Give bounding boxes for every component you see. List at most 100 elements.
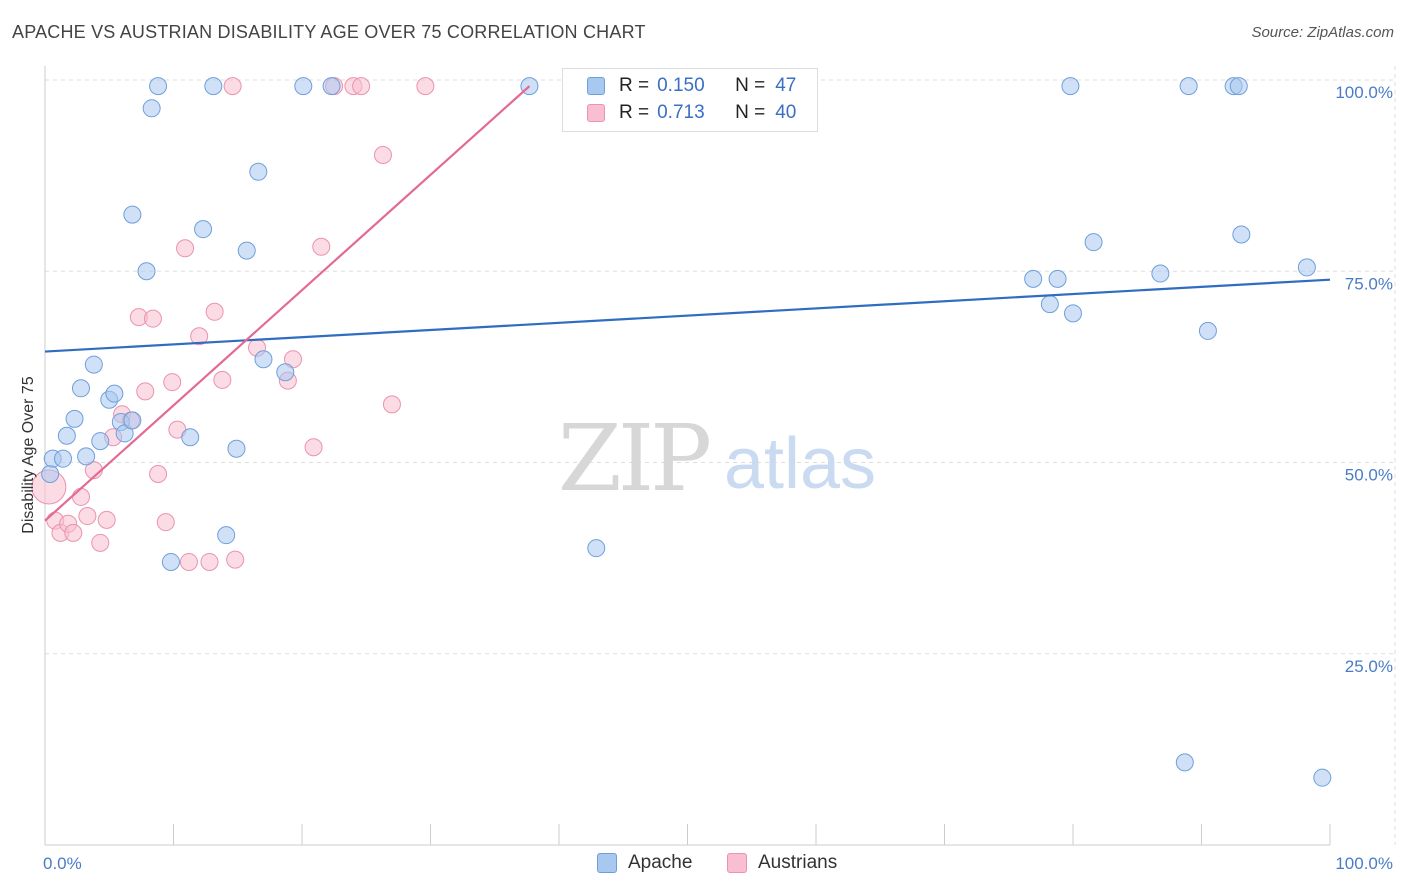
apache-point-41 [1198, 321, 1217, 340]
y-tick-label-25: 25.0% [1345, 657, 1393, 676]
austrians-point-20 [176, 239, 195, 258]
apache-point-5 [71, 379, 90, 398]
apache-point-8 [91, 432, 110, 451]
legend-row-austrians: R = 0.713 N = 40 [587, 100, 796, 126]
x-tick-label-0: 0.0% [43, 854, 82, 873]
trend-lines [44, 85, 1331, 522]
apache-point-31 [587, 539, 606, 558]
apache-point-29 [322, 77, 341, 96]
apache-point-0 [41, 464, 60, 483]
apache-point-39 [1175, 753, 1194, 772]
bottom-legend-apache: Apache [597, 852, 692, 874]
bottom-legend: Apache Austrians [0, 852, 1406, 878]
apache-point-44 [1232, 225, 1251, 244]
austrians-point-23 [200, 552, 219, 571]
legend-n-label: N = [735, 102, 766, 123]
austrians-point-8 [91, 533, 110, 552]
apache-point-23 [227, 439, 246, 458]
apache-point-34 [1048, 269, 1067, 288]
legend-r-label: R = [619, 102, 650, 123]
apache-point-21 [204, 77, 223, 96]
bottom-legend-swatch-austrians [727, 853, 747, 873]
legend-swatch-apache [587, 77, 605, 95]
apache-point-20 [194, 220, 213, 239]
apache-points [41, 77, 1332, 787]
bottom-legend-label-apache: Apache [628, 852, 693, 873]
apache-point-14 [123, 205, 142, 224]
austrians-point-26 [223, 77, 242, 96]
austrians-point-14 [136, 382, 155, 401]
apache-point-32 [1024, 269, 1043, 288]
apache-point-28 [294, 77, 313, 96]
austrians-point-16 [149, 464, 168, 483]
legend-n-value-apache: 47 [775, 75, 797, 96]
y-tick-label-100: 100.0% [1335, 83, 1393, 102]
apache-point-35 [1064, 304, 1082, 323]
watermark-zip: ZIP [558, 405, 709, 512]
apache-point-6 [77, 447, 96, 466]
apache-point-18 [161, 552, 180, 571]
legend-row-apache: R = 0.150 N = 47 [587, 73, 796, 99]
apache-point-24 [237, 241, 256, 260]
apache-point-22 [217, 526, 236, 545]
grid-layer [45, 66, 1396, 845]
apache-point-43 [1229, 77, 1248, 96]
apache-point-7 [84, 355, 103, 374]
legend-swatch-austrians [587, 104, 605, 122]
austrians-point-4 [64, 523, 83, 542]
apache-point-27 [276, 363, 295, 382]
austrians-point-38 [416, 77, 435, 96]
legend-r-value-austrians: 0.713 [657, 102, 705, 123]
watermark-atlas: atlas [724, 424, 876, 504]
apache-point-46 [1313, 768, 1332, 787]
y-axis-label: Disability Age Over 75 [20, 376, 37, 534]
apache-point-15 [137, 262, 156, 281]
apache-point-19 [181, 428, 200, 447]
apache-point-38 [1151, 264, 1170, 283]
austrians-points [31, 77, 584, 571]
bottom-legend-label-austrians: Austrians [758, 852, 838, 873]
legend-n-value-austrians: 40 [775, 102, 797, 123]
austrians-point-24 [205, 302, 224, 321]
x-tick-label-100: 100.0% [1335, 854, 1393, 873]
apache-point-10 [105, 384, 124, 403]
source-credit: Source: ZipAtlas.com [1251, 24, 1394, 41]
austrians-point-27 [226, 550, 245, 569]
austrians-point-18 [163, 373, 182, 392]
apache-trend-line [44, 278, 1331, 353]
apache-point-3 [57, 426, 76, 445]
austrians-point-17 [156, 513, 175, 532]
apache-point-26 [254, 350, 273, 369]
apache-point-40 [1179, 77, 1198, 96]
legend-r-value-apache: 0.150 [657, 75, 705, 96]
apache-point-4 [65, 409, 84, 428]
austrians-trend-line [44, 85, 531, 522]
legend-r-label: R = [619, 75, 650, 96]
apache-point-36 [1061, 77, 1080, 96]
legend: R = 0.150 N = 47 R = 0.713 N = 40 [562, 68, 818, 132]
watermark: ZIP atlas [558, 405, 876, 512]
austrians-point-32 [312, 237, 331, 256]
austrians-point-37 [382, 395, 401, 414]
apache-point-33 [1040, 295, 1059, 314]
apache-point-2 [53, 449, 72, 468]
austrians-point-6 [78, 507, 97, 526]
austrians-point-5 [71, 487, 90, 506]
austrians-point-36 [373, 145, 392, 164]
austrians-point-9 [97, 510, 116, 529]
austrians-point-31 [304, 438, 323, 457]
austrians-point-15 [143, 309, 162, 328]
austrians-point-21 [179, 552, 198, 571]
bottom-legend-austrians: Austrians [727, 852, 837, 874]
y-tick-label-50: 50.0% [1345, 466, 1393, 485]
apache-point-13 [123, 411, 142, 430]
austrians-point-25 [213, 370, 232, 389]
apache-point-16 [142, 99, 161, 118]
austrians-point-22 [190, 327, 209, 346]
austrians-point-35 [352, 77, 371, 96]
apache-point-17 [149, 77, 168, 96]
tick-labels: 100.0% 75.0% 50.0% 25.0% 0.0% 100.0% [43, 83, 1393, 873]
apache-point-25 [249, 162, 268, 181]
chart-title: APACHE VS AUSTRIAN DISABILITY AGE OVER 7… [12, 22, 646, 42]
